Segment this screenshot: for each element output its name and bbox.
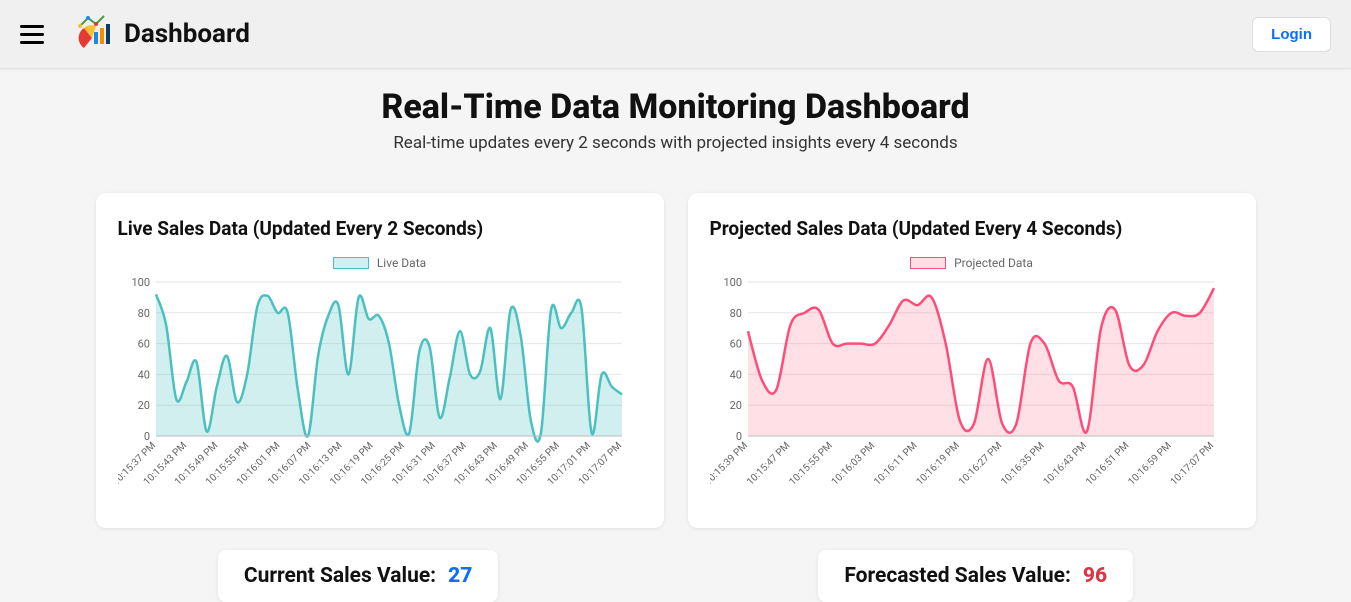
svg-text:10:16:19 PM: 10:16:19 PM bbox=[914, 440, 961, 487]
svg-text:80: 80 bbox=[137, 307, 149, 320]
logo: Dashboard bbox=[74, 14, 250, 54]
svg-text:10:16:11 PM: 10:16:11 PM bbox=[872, 440, 919, 487]
svg-text:40: 40 bbox=[137, 368, 149, 381]
proj-legend-swatch bbox=[910, 257, 946, 269]
svg-text:10:16:59 PM: 10:16:59 PM bbox=[1126, 440, 1173, 487]
live-chart-card: Live Sales Data (Updated Every 2 Seconds… bbox=[96, 193, 664, 528]
current-sales-label: Current Sales Value: bbox=[244, 564, 436, 588]
topbar: Dashboard Login bbox=[0, 0, 1351, 69]
stats-row: Current Sales Value: 27 Forecasted Sales… bbox=[0, 550, 1351, 602]
proj-chart-svg: 02040608010010:15:39 PM10:15:47 PM10:15:… bbox=[710, 276, 1220, 506]
proj-legend-label: Projected Data bbox=[954, 256, 1033, 270]
svg-text:80: 80 bbox=[729, 307, 741, 320]
live-legend-label: Live Data bbox=[377, 256, 426, 270]
charts-grid: Live Sales Data (Updated Every 2 Seconds… bbox=[96, 193, 1256, 528]
svg-text:100: 100 bbox=[723, 276, 742, 289]
svg-text:10:16:03 PM: 10:16:03 PM bbox=[829, 440, 876, 487]
page-heading: Real-Time Data Monitoring Dashboard bbox=[0, 87, 1351, 127]
svg-text:10:16:27 PM: 10:16:27 PM bbox=[956, 440, 1003, 487]
proj-chart-title: Projected Sales Data (Updated Every 4 Se… bbox=[710, 217, 1234, 240]
svg-text:10:16:35 PM: 10:16:35 PM bbox=[999, 440, 1046, 487]
svg-text:10:15:39 PM: 10:15:39 PM bbox=[710, 440, 750, 487]
current-sales-card: Current Sales Value: 27 bbox=[218, 550, 499, 602]
app-title: Dashboard bbox=[124, 19, 250, 49]
svg-text:60: 60 bbox=[137, 338, 149, 351]
forecast-sales-card: Forecasted Sales Value: 96 bbox=[818, 550, 1133, 602]
svg-text:10:17:07 PM: 10:17:07 PM bbox=[1168, 440, 1215, 487]
svg-text:40: 40 bbox=[729, 368, 741, 381]
svg-text:10:16:51 PM: 10:16:51 PM bbox=[1083, 440, 1130, 487]
forecast-sales-value: 96 bbox=[1083, 564, 1107, 588]
svg-text:10:15:55 PM: 10:15:55 PM bbox=[787, 440, 834, 487]
forecast-sales-label: Forecasted Sales Value: bbox=[844, 564, 1071, 588]
live-chart-title: Live Sales Data (Updated Every 2 Seconds… bbox=[118, 217, 642, 240]
live-chart-legend: Live Data bbox=[118, 256, 642, 270]
svg-text:100: 100 bbox=[131, 276, 150, 289]
login-button[interactable]: Login bbox=[1252, 17, 1331, 52]
logo-icon bbox=[74, 14, 114, 54]
svg-text:60: 60 bbox=[729, 338, 741, 351]
svg-text:20: 20 bbox=[729, 399, 741, 412]
live-legend-swatch bbox=[333, 257, 369, 269]
proj-chart-legend: Projected Data bbox=[710, 256, 1234, 270]
svg-text:10:16:43 PM: 10:16:43 PM bbox=[1041, 440, 1088, 487]
page-subheading: Real-time updates every 2 seconds with p… bbox=[0, 133, 1351, 153]
proj-chart-card: Projected Sales Data (Updated Every 4 Se… bbox=[688, 193, 1256, 528]
live-chart-svg: 02040608010010:15:37 PM10:15:43 PM10:15:… bbox=[118, 276, 628, 506]
svg-text:10:15:47 PM: 10:15:47 PM bbox=[745, 440, 792, 487]
svg-text:20: 20 bbox=[137, 399, 149, 412]
current-sales-value: 27 bbox=[448, 564, 472, 588]
live-chart-area: Live Data 02040608010010:15:37 PM10:15:4… bbox=[118, 256, 642, 510]
proj-chart-area: Projected Data 02040608010010:15:39 PM10… bbox=[710, 256, 1234, 510]
hamburger-menu-icon[interactable] bbox=[20, 25, 44, 44]
